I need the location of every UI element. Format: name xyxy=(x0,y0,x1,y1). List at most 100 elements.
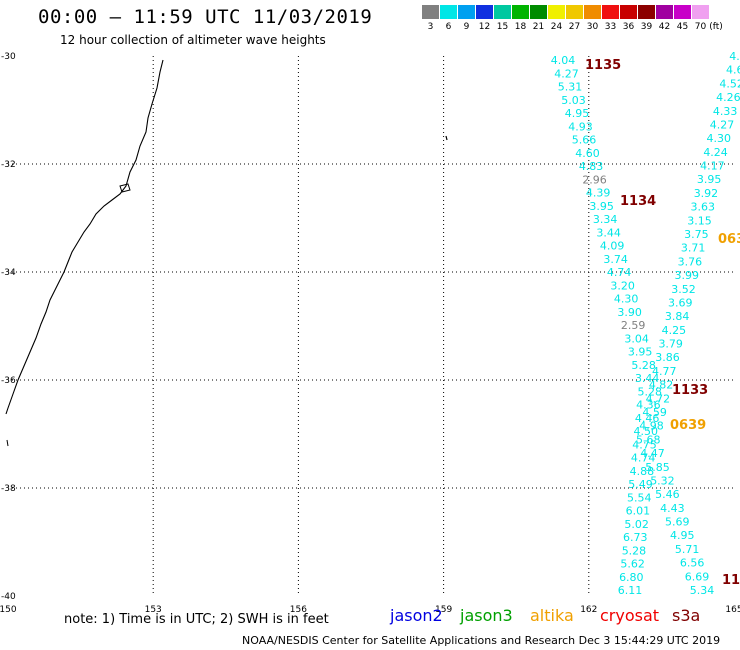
satellite-legend-item: jason3 xyxy=(460,606,513,625)
scale-swatch xyxy=(638,5,655,19)
wave-height-label: 3.74 xyxy=(603,253,628,266)
wave-height-label: 6.73 xyxy=(623,531,648,544)
wave-height-label: 6.11 xyxy=(618,584,643,597)
scale-swatch xyxy=(512,5,529,19)
wave-height-label: 3.84 xyxy=(665,310,690,323)
wave-height-label: 4.77 xyxy=(652,365,677,378)
wave-height-label: 3.63 xyxy=(690,201,715,214)
scale-swatch xyxy=(566,5,583,19)
scale-label: 6 xyxy=(445,22,452,32)
pass-label: 1135 xyxy=(585,58,621,73)
wave-height-label: 3.52 xyxy=(671,283,696,296)
wave-height-label: 3.95 xyxy=(697,173,722,186)
scale-label: 39 xyxy=(640,22,653,32)
scale-label: 15 xyxy=(496,22,509,32)
wave-height-label: 4.30 xyxy=(614,293,639,306)
wave-height-label: 5.46 xyxy=(655,488,680,501)
wave-height-label: 4.93 xyxy=(568,120,593,133)
wave-height-label: 3.69 xyxy=(668,296,693,309)
scale-swatch xyxy=(620,5,637,19)
wave-height-label: 4.27 xyxy=(554,67,579,80)
satellite-legend-item: cryosat xyxy=(600,606,660,625)
wave-height-label: 6.80 xyxy=(619,571,644,584)
scale-swatch xyxy=(458,5,475,19)
wave-height-label: 5.31 xyxy=(558,81,583,94)
pass-label: 063 xyxy=(718,232,740,247)
wave-height-label: 5.68 xyxy=(636,433,661,446)
scale-swatch xyxy=(422,5,439,19)
island-mark xyxy=(445,135,448,141)
wave-height-label: 6.56 xyxy=(680,557,705,570)
scale-swatch xyxy=(584,5,601,19)
scale-swatch xyxy=(656,5,673,19)
wave-height-label: 4.75 xyxy=(632,438,657,451)
wave-height-label: 4.33 xyxy=(713,105,738,118)
lat-tick-label: -38 xyxy=(1,484,16,494)
wave-height-label: 3.90 xyxy=(617,306,642,319)
graticule xyxy=(8,56,734,596)
wave-height-label: 3.79 xyxy=(658,338,683,351)
wave-height-label: 5.28 xyxy=(637,385,662,398)
wave-height-label: 3.15 xyxy=(687,214,712,227)
wave-height-label: 4.25 xyxy=(662,324,687,337)
scale-label: 45 xyxy=(676,22,689,32)
pass-label: 0639 xyxy=(670,418,706,433)
lat-tick-label: -36 xyxy=(1,376,16,386)
scale-label: 42 xyxy=(658,22,671,32)
wave-height-label: 4.72 xyxy=(646,392,671,405)
wave-height-label: 3.44 xyxy=(635,372,660,385)
wave-height-label: 5.71 xyxy=(675,543,700,556)
wave-height-label: 3.75 xyxy=(684,228,709,241)
scale-swatch xyxy=(692,5,709,19)
wave-height-label: 4.50 xyxy=(634,425,659,438)
wave-height-label: 5.66 xyxy=(572,134,597,147)
wave-height-label: 4.95 xyxy=(565,107,590,120)
units-note: note: 1) Time is in UTC; 2) SWH is in fe… xyxy=(64,612,329,627)
wave-height-label: 6.01 xyxy=(626,505,651,518)
wave-height-label: 5.69 xyxy=(665,516,690,529)
scale-swatch xyxy=(530,5,547,19)
satellite-legend-item: jason2 xyxy=(390,606,443,625)
wave-height-label: 5.02 xyxy=(624,518,649,531)
lon-tick-label: 162 xyxy=(580,605,597,615)
scale-swatch xyxy=(494,5,511,19)
scale-label: 27 xyxy=(568,22,581,32)
altimeter-tracks: 4.044.275.315.034.954.935.664.604.832.96… xyxy=(551,50,740,597)
lon-tick-label: 156 xyxy=(290,605,307,615)
wave-height-label: 3.20 xyxy=(610,279,635,292)
scale-label: 3 xyxy=(427,22,434,32)
wave-height-label: 3.86 xyxy=(655,351,680,364)
wave-height-label: 4.6 xyxy=(726,64,740,77)
wave-height-label: 4.83 xyxy=(579,160,604,173)
scale-swatch xyxy=(476,5,493,19)
satellite-legend-item: s3a xyxy=(672,606,701,625)
page-subtitle: 12 hour collection of altimeter wave hei… xyxy=(60,33,326,47)
wave-height-label: 4.95 xyxy=(670,529,695,542)
scale-unit: (ft) xyxy=(709,22,723,32)
wave-height-label: 6.69 xyxy=(685,570,710,583)
wave-height-label: 4.39 xyxy=(586,187,611,200)
lon-tick-label: 150 xyxy=(0,605,17,615)
scale-swatch xyxy=(602,5,619,19)
wave-height-label: 4.74 xyxy=(607,266,632,279)
wave-height-label: 4.46 xyxy=(635,412,660,425)
lat-tick-label: -40 xyxy=(1,592,16,602)
lon-tick-label: 159 xyxy=(435,605,452,615)
wave-height-label: 5.49 xyxy=(628,478,653,491)
wave-height-label: 4.04 xyxy=(551,54,576,67)
scale-label: 9 xyxy=(463,22,470,32)
wave-height-label: 4.43 xyxy=(660,502,685,515)
wave-height-label: 4.36 xyxy=(636,399,661,412)
lat-tick-label: -34 xyxy=(1,268,16,278)
lon-tick-label: 165 xyxy=(725,605,740,615)
credit-line: NOAA/NESDIS Center for Satellite Applica… xyxy=(242,634,721,647)
lat-tick-label: -32 xyxy=(1,160,16,170)
scale-label: 12 xyxy=(478,22,491,32)
pass-label: 11 xyxy=(722,573,740,588)
wave-height-label: 4.0 xyxy=(729,50,740,63)
wave-height-label: 3.76 xyxy=(678,255,703,268)
wave-height-label: 4.47 xyxy=(640,447,665,460)
scale-label: 33 xyxy=(604,22,617,32)
scale-label: 70 xyxy=(694,22,707,32)
